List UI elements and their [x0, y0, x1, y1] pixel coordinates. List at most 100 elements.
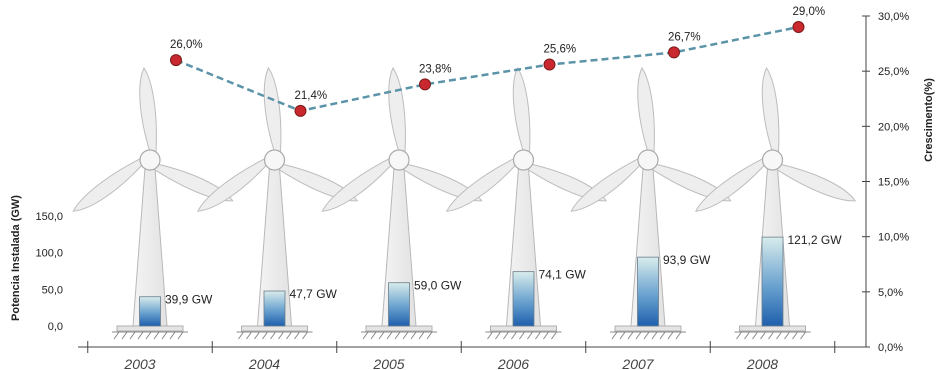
ground-hatch [394, 331, 401, 340]
ground-hatch [527, 331, 533, 340]
ground-hatch [137, 331, 144, 340]
growth-value-label: 29,0% [793, 6, 826, 18]
turbine-blade [263, 66, 282, 153]
turbine-blade [153, 163, 234, 202]
bar-value-label: 59,0 GW [414, 279, 462, 293]
left-axis-title: Potencia Instalada (GW) [10, 195, 22, 321]
growth-point [543, 58, 556, 71]
year-label: 2003 [123, 356, 155, 370]
ground-hatch [278, 331, 284, 340]
left-axis: 0,0 50,0 100,0 150,0 [35, 211, 63, 333]
turbine-base [614, 325, 682, 332]
bar-value-label: 121,2 GW [788, 233, 843, 247]
turbine-blade [761, 66, 780, 153]
ground-hatch [362, 331, 369, 340]
growth-value-label: 25,6% [544, 44, 577, 56]
bar-value-label: 93,9 GW [663, 253, 711, 267]
turbine-blade [694, 158, 767, 212]
ground-hatch [752, 331, 758, 340]
ground-hatch [643, 331, 650, 340]
ground-hatch [495, 331, 501, 340]
ground-hatch [302, 331, 308, 340]
ground-hatch [551, 331, 557, 340]
turbine-blade [775, 163, 857, 202]
turbine-illustrations [72, 66, 857, 340]
ground-hatch [262, 331, 268, 340]
ground-hatch [402, 331, 409, 340]
ground-hatch [519, 331, 525, 340]
ground-hatch [161, 331, 168, 340]
turbine-blade [196, 158, 269, 212]
ground-hatch [768, 331, 774, 340]
left-tick-label: 100,0 [35, 248, 63, 260]
right-tick-label: 5,0% [878, 287, 903, 299]
turbine-hub [139, 149, 161, 171]
ground-hatch [611, 331, 618, 340]
ground-hatch [651, 331, 658, 340]
turbine-base [365, 325, 433, 332]
turbine [72, 66, 234, 340]
turbine-base [739, 325, 806, 332]
bar-2003 [139, 296, 161, 327]
turbine-blade [388, 66, 406, 153]
turbine-blade [526, 163, 608, 202]
growth-point [668, 46, 680, 59]
ground-hatch [246, 331, 252, 340]
ground-hatch [535, 331, 541, 340]
turbine-blade [651, 163, 732, 202]
ground-hatch [503, 331, 509, 340]
ground-hatch [169, 331, 176, 340]
ground-hatch [286, 331, 292, 340]
ground-hatch [418, 331, 425, 340]
year-label: 2004 [248, 356, 280, 370]
ground-hatch [487, 331, 493, 340]
turbine-blade [321, 158, 393, 212]
right-tick-label: 25,0% [878, 66, 909, 78]
growth-point [419, 78, 431, 91]
ground-hatch [667, 331, 674, 340]
bar-value-label: 74,1 GW [539, 268, 587, 282]
ground-hatch [378, 331, 385, 340]
turbine [196, 66, 359, 340]
right-tick-label: 15,0% [878, 177, 909, 189]
bar-2008 [761, 236, 784, 327]
turbine-blade [637, 66, 655, 153]
turbine-hub [388, 149, 410, 171]
growth-point [792, 21, 805, 34]
turbine-blade [570, 158, 642, 212]
ground-hatch [659, 331, 666, 340]
growth-value-label: 21,4% [295, 90, 328, 102]
turbine-base [490, 325, 557, 332]
right-tick-label: 0,0% [878, 342, 903, 354]
bar-value-label: 39,9 GW [165, 293, 213, 307]
year-label: 2005 [372, 356, 404, 370]
ground-hatch [410, 331, 417, 340]
ground-hatch [776, 331, 782, 340]
bar-2004 [263, 290, 286, 327]
ground-hatch [238, 331, 244, 340]
ground-hatch [177, 331, 184, 340]
turbine-blade [72, 158, 144, 212]
ground-hatch [675, 331, 682, 340]
ground-hatch [784, 331, 790, 340]
bar-2005 [388, 282, 410, 327]
ground-hatch [800, 331, 806, 340]
turbine-blade [402, 163, 483, 202]
growth-line-series: 26,0% 21,4% 23,8% 25,6% 26,7% 29,0% [170, 6, 826, 117]
right-tick-label: 10,0% [878, 232, 909, 244]
bar-value-label: 47,7 GW [290, 287, 338, 301]
ground-hatch [370, 331, 377, 340]
year-label: 2008 [746, 356, 778, 370]
growth-line [175, 25, 799, 113]
right-axis: 0,0% 5,0% 10,0% 15,0% 20,0% 25,0% 30,0% [862, 11, 909, 354]
bar-2006 [512, 271, 535, 327]
year-label: 2007 [621, 356, 654, 370]
turbine-blade [512, 66, 531, 153]
right-axis-title: Crescimento(%) [923, 78, 935, 162]
right-tick-label: 20,0% [878, 121, 909, 133]
turbine-base [241, 325, 308, 332]
growth-point [170, 54, 182, 67]
right-tick-label: 30,0% [878, 11, 909, 23]
ground-hatch [511, 331, 517, 340]
